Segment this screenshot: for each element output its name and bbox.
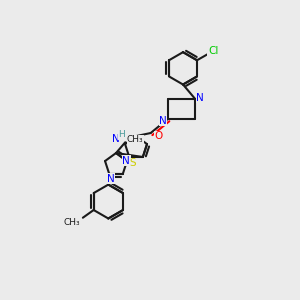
Text: N: N	[107, 174, 115, 184]
Text: O: O	[154, 131, 163, 141]
Text: Cl: Cl	[208, 46, 218, 56]
Text: N: N	[122, 156, 130, 166]
Text: CH₃: CH₃	[64, 218, 80, 227]
Text: N: N	[112, 134, 120, 145]
Text: CH₃: CH₃	[127, 136, 144, 145]
Text: N: N	[159, 116, 167, 126]
Text: S: S	[129, 158, 136, 168]
Text: N: N	[196, 93, 204, 103]
Text: H: H	[118, 130, 125, 139]
